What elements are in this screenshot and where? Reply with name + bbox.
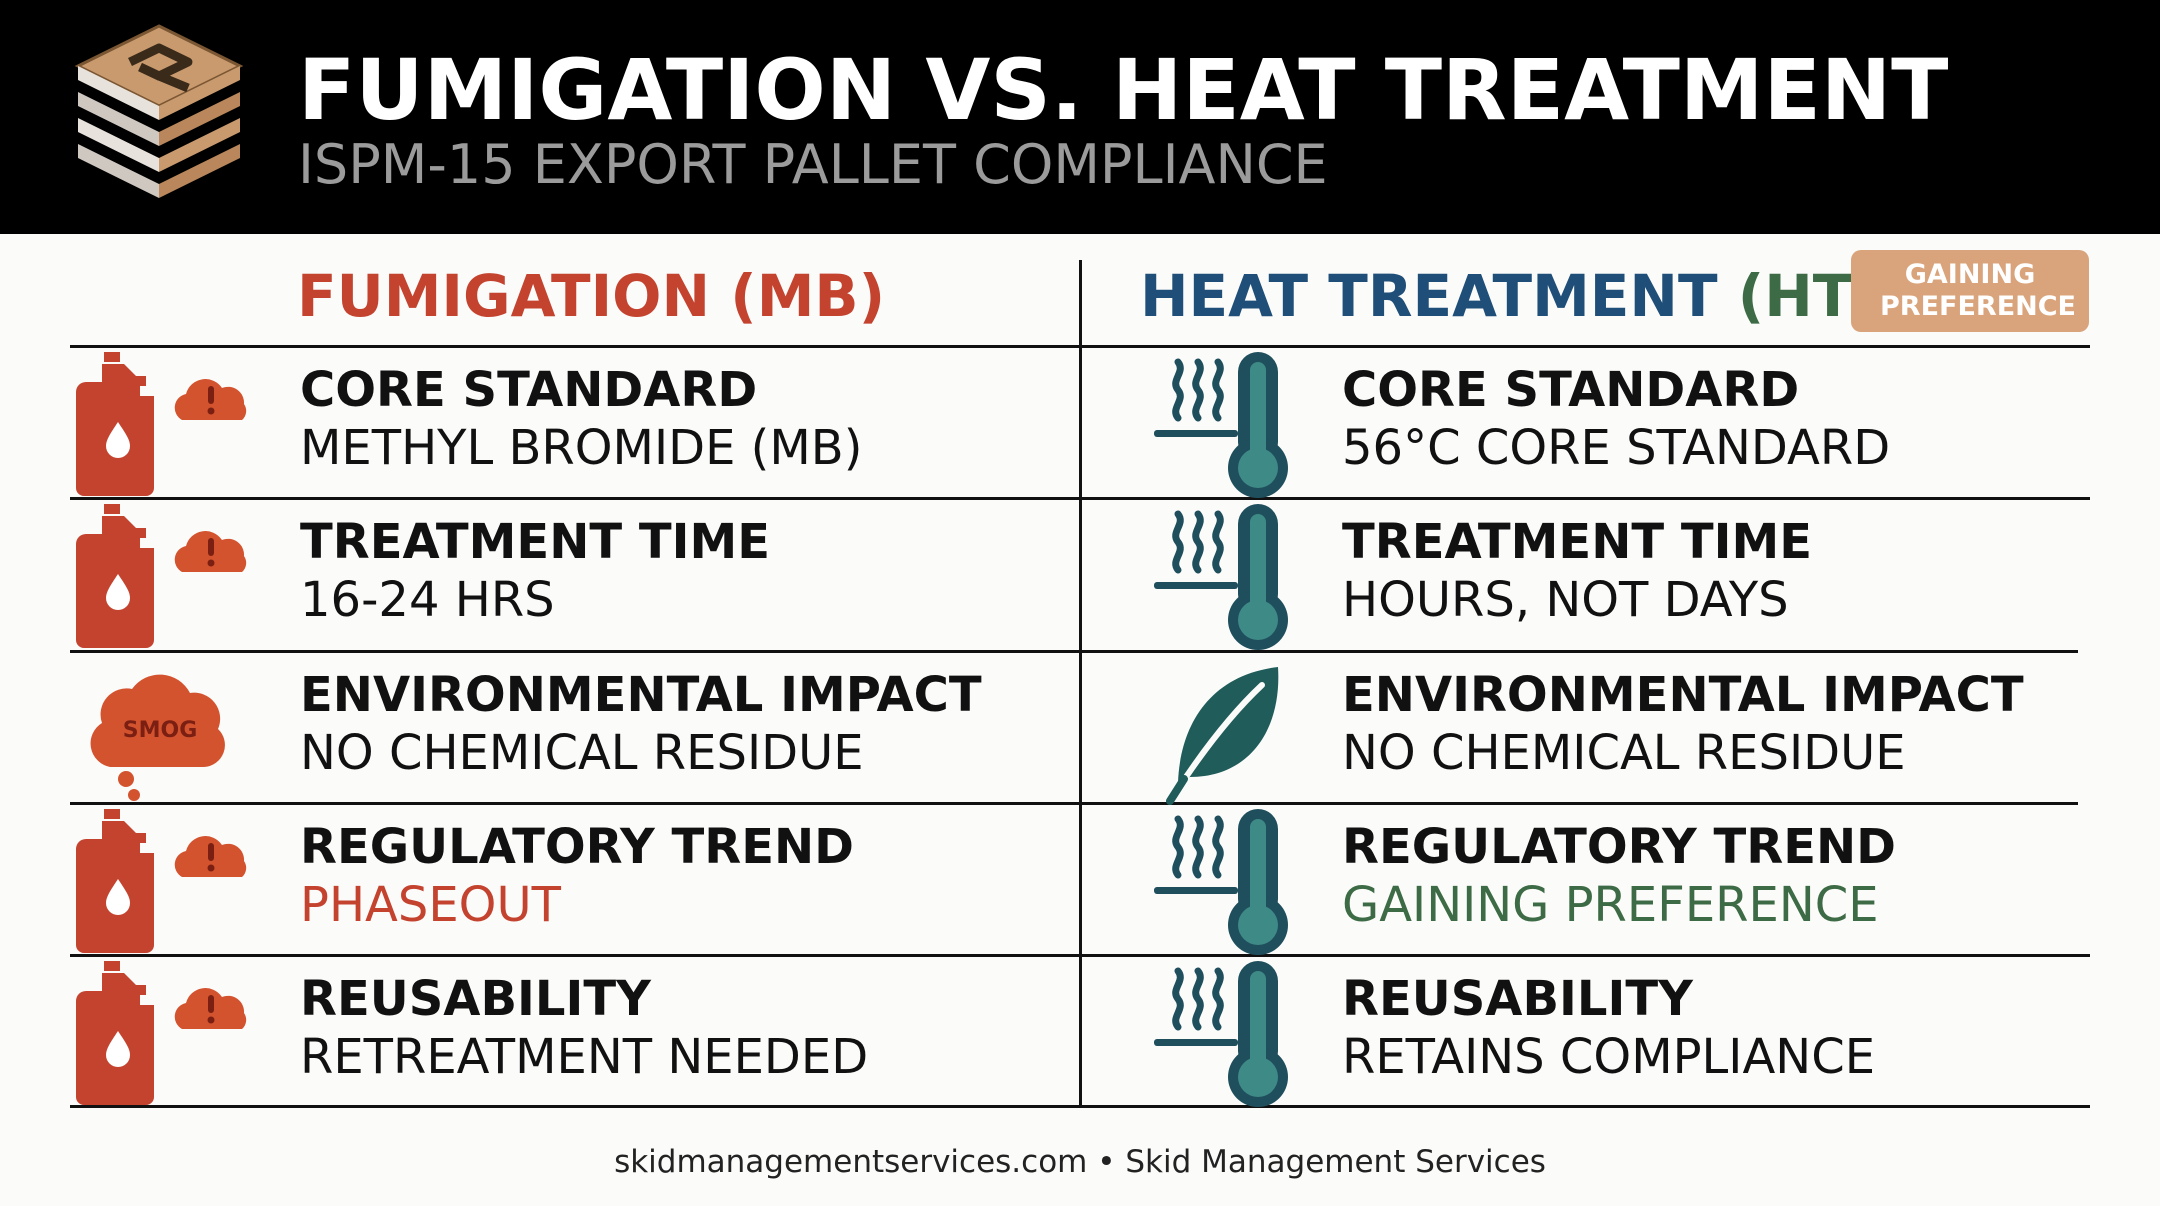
row-value: HOURS, NOT DAYS [1342, 572, 1789, 628]
row-reusability-heat: REUSABILITY RETAINS COMPLIANCE [1150, 959, 2090, 1109]
row-treatment-time-heat: TREATMENT TIME HOURS, NOT DAYS [1150, 502, 2090, 652]
row-label: CORE STANDARD [300, 362, 758, 418]
fuel-can-warning-cloud-icon [76, 961, 247, 1105]
page-subtitle: ISPM-15 EXPORT PALLET COMPLIANCE [298, 133, 1328, 196]
row-label: REUSABILITY [1342, 971, 1693, 1027]
column-divider [1079, 260, 1082, 1106]
row-value: RETREATMENT NEEDED [300, 1029, 869, 1085]
row-value-phaseout: PHASEOUT [300, 877, 561, 933]
row-treatment-time-fumigation: TREATMENT TIME 16-24 HRS [70, 502, 1070, 652]
row-regulatory-trend-heat: REGULATORY TREND GAINING PREFERENCE [1150, 807, 2090, 957]
row-divider [70, 954, 2090, 957]
row-label: ENVIRONMENTAL IMPACT [1342, 667, 2024, 723]
heat-thermometer-icon [1154, 809, 1288, 955]
header-banner: FUMIGATION VS. HEAT TREATMENT ISPM-15 EX… [0, 0, 2160, 234]
row-label: CORE STANDARD [1342, 362, 1800, 418]
badge-text: GAINING PREFERENCE [1880, 259, 2077, 322]
row-divider [70, 345, 2090, 348]
row-environmental-impact-fumigation: SMOG ENVIRONMENTAL IMPACT NO CHEMICAL RE… [70, 655, 1070, 805]
fuel-can-warning-cloud-icon [76, 504, 247, 648]
row-environmental-impact-heat: ENVIRONMENTAL IMPACT NO CHEMICAL RESIDUE [1150, 655, 2090, 805]
row-core-standard-heat: CORE STANDARD 56°C CORE STANDARD [1150, 350, 2090, 500]
fuel-can-warning-cloud-icon [76, 352, 247, 496]
smog-icon-text: SMOG [123, 718, 198, 743]
heat-treatment-column-heading: HEAT TREATMENT (HT) [1140, 254, 1879, 338]
row-divider [70, 802, 2078, 805]
gaining-preference-badge: GAINING PREFERENCE [1851, 250, 2089, 332]
page-title: FUMIGATION VS. HEAT TREATMENT [298, 41, 1949, 139]
row-divider [70, 650, 2078, 653]
heat-thermometer-icon [1154, 352, 1288, 498]
fumigation-column-heading: FUMIGATION (MB) [297, 262, 886, 330]
row-label: TREATMENT TIME [1342, 514, 1812, 570]
row-label: REGULATORY TREND [1342, 819, 1896, 875]
heat-treatment-heading-main: HEAT TREATMENT [1140, 262, 1738, 330]
row-label: TREATMENT TIME [300, 514, 770, 570]
row-reusability-fumigation: REUSABILITY RETREATMENT NEEDED [70, 959, 1070, 1109]
heat-thermometer-icon [1154, 961, 1288, 1107]
row-value: NO CHEMICAL RESIDUE [1342, 725, 1906, 781]
row-divider [70, 497, 2090, 500]
fuel-can-warning-cloud-icon [76, 809, 247, 953]
row-divider [70, 1105, 2090, 1108]
row-label: REUSABILITY [300, 971, 651, 1027]
row-value: NO CHEMICAL RESIDUE [300, 725, 864, 781]
heat-thermometer-icon [1154, 504, 1288, 650]
row-value-gaining-preference: GAINING PREFERENCE [1342, 877, 1879, 933]
row-value: RETAINS COMPLIANCE [1342, 1029, 1876, 1085]
row-value: METHYL BROMIDE (MB) [300, 420, 863, 476]
row-value: 16-24 HRS [300, 572, 555, 628]
row-core-standard-fumigation: CORE STANDARD METHYL BROMIDE (MB) [70, 350, 1070, 500]
pallet-logo-icon [74, 24, 244, 198]
row-regulatory-trend-fumigation: REGULATORY TREND PHASEOUT [70, 807, 1070, 957]
row-label: REGULATORY TREND [300, 819, 854, 875]
row-label: ENVIRONMENTAL IMPACT [300, 667, 982, 723]
footer-credit: skidmanagementservices.com • Skid Manage… [614, 1144, 1546, 1180]
row-value: 56°C CORE STANDARD [1342, 420, 1891, 476]
smog-cloud-icon: SMOG [90, 674, 225, 801]
leaf-icon [1166, 667, 1279, 805]
